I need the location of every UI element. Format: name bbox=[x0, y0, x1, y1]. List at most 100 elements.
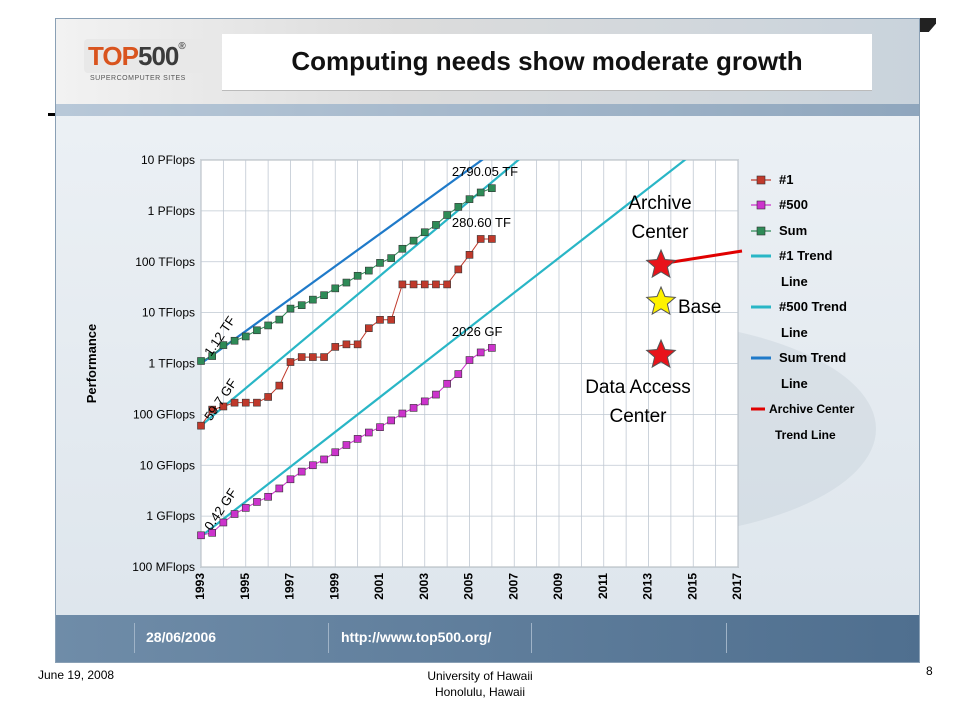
y-tick-label: 100 GFlops bbox=[133, 407, 195, 421]
series-sum-point bbox=[275, 315, 284, 324]
chart-legend: #1 #500 Sum #1 Trend Line #500 Trend Line Sum T… bbox=[751, 172, 855, 442]
chart-annotations: Archive Center Base Data Access Center bbox=[585, 193, 743, 427]
series-n1-point bbox=[465, 251, 474, 259]
series-sum-point bbox=[387, 254, 395, 262]
logo-wordmark: TOP500® bbox=[88, 41, 186, 72]
series-n500-point bbox=[342, 441, 351, 449]
series-n500-point bbox=[476, 348, 485, 357]
x-tick-label: 2017 bbox=[730, 573, 744, 600]
legend-label: Sum Trend bbox=[779, 350, 846, 365]
trend-line bbox=[201, 160, 484, 365]
series-sum-point bbox=[454, 203, 463, 211]
slide-date: June 19, 2008 bbox=[38, 668, 115, 682]
series-sum-point bbox=[297, 301, 306, 309]
y-tick-label: 1 GFlops bbox=[146, 509, 195, 523]
annotation-label: Archive bbox=[628, 193, 691, 214]
footer-band: 28/06/2006 http://www.top500.org/ bbox=[56, 615, 919, 662]
y-tick-label: 1 TFlops bbox=[149, 357, 195, 371]
top500-logo: TOP500® SUPERCOMPUTER SITES bbox=[84, 33, 214, 89]
header-stripe bbox=[56, 104, 919, 116]
series-n1-point bbox=[297, 353, 306, 361]
series-n500-point bbox=[208, 529, 216, 537]
series-n1-point bbox=[387, 316, 395, 324]
series-sum-point bbox=[476, 188, 485, 197]
page-number: 8 bbox=[926, 664, 933, 678]
series-n500-point bbox=[286, 475, 295, 484]
y-tick-label: 10 TFlops bbox=[142, 306, 195, 320]
data-label: 2790.05 TF bbox=[452, 164, 518, 179]
series-sum-point bbox=[376, 259, 384, 267]
footer-url-link[interactable]: http://www.top500.org/ bbox=[341, 629, 492, 645]
footer-separator bbox=[726, 623, 727, 653]
series-n1-point bbox=[420, 280, 429, 289]
series-n500-point bbox=[353, 435, 362, 443]
y-axis-ticks: 100 MFlops 1 GFlops 10 GFlops 100 GFlops 1 T… bbox=[132, 153, 195, 574]
x-tick-label: 1995 bbox=[238, 573, 252, 600]
series-n500-point bbox=[443, 379, 451, 388]
legend-swatch-marker bbox=[756, 200, 766, 210]
legend-swatch-marker bbox=[756, 226, 766, 236]
series-n500-point bbox=[454, 370, 463, 378]
series-n1-point bbox=[443, 280, 451, 289]
logo-reg-mark: ® bbox=[178, 41, 185, 52]
series-sum-point bbox=[409, 236, 418, 245]
x-tick-label: 2009 bbox=[551, 573, 565, 600]
logo-500-text: 500 bbox=[137, 41, 179, 71]
series-n500-point bbox=[197, 531, 205, 540]
series-sum-point bbox=[465, 195, 474, 203]
annotation-label: Center bbox=[631, 222, 689, 243]
series-sum-point bbox=[488, 184, 496, 193]
x-tick-label: 2013 bbox=[641, 573, 655, 600]
series-n1-point bbox=[219, 402, 228, 411]
affiliation-line: University of Hawaii bbox=[427, 669, 533, 683]
chart-series bbox=[197, 184, 496, 540]
legend-label: Line bbox=[781, 376, 808, 391]
series-n1-point bbox=[365, 324, 373, 333]
series-n1-point bbox=[253, 398, 261, 407]
title-box: Computing needs show moderate growth bbox=[222, 34, 872, 91]
series-sum-point bbox=[241, 332, 250, 341]
series-sum-point bbox=[253, 326, 261, 335]
series-sum-point bbox=[286, 304, 295, 313]
footer-separator bbox=[134, 623, 135, 653]
logo-subtitle: SUPERCOMPUTER SITES bbox=[90, 75, 186, 82]
y-tick-label: 1 PFlops bbox=[148, 204, 195, 218]
x-tick-label: 2011 bbox=[596, 573, 610, 599]
series-n500-point bbox=[241, 504, 250, 512]
performance-chart: 100 MFlops 1 GFlops 10 GFlops 100 GFlops 1 T… bbox=[84, 153, 855, 600]
slide-title: Computing needs show moderate growth bbox=[291, 46, 803, 76]
series-n1-point bbox=[241, 398, 250, 407]
series-n500-point bbox=[320, 455, 328, 464]
series-n500-point bbox=[376, 423, 384, 431]
series-sum-point bbox=[353, 271, 362, 280]
series-sum-point bbox=[331, 284, 340, 293]
legend-label: Line bbox=[781, 325, 808, 340]
series-n1-point bbox=[208, 405, 216, 414]
annotation-label: Center bbox=[609, 406, 667, 427]
footer-separator bbox=[531, 623, 532, 653]
series-n1-point bbox=[331, 343, 340, 351]
y-tick-label: 10 PFlops bbox=[141, 153, 195, 167]
series-sum-point bbox=[208, 352, 216, 360]
x-tick-label: 2015 bbox=[685, 573, 699, 600]
x-tick-label: 2003 bbox=[417, 573, 431, 600]
y-tick-label: 100 TFlops bbox=[135, 255, 195, 269]
series-n500-point bbox=[365, 428, 373, 437]
series-n1-point bbox=[230, 398, 239, 407]
series-sum-point bbox=[420, 228, 429, 237]
legend-label: Archive Center bbox=[769, 402, 855, 416]
corner-logo-mark bbox=[918, 18, 936, 32]
affiliation-line: Honolulu, Hawaii bbox=[434, 685, 526, 699]
trend-line bbox=[201, 160, 687, 538]
series-n1-point bbox=[342, 340, 351, 349]
series-n1-point bbox=[432, 280, 440, 289]
series-n500-point bbox=[264, 492, 272, 501]
series-n500-point bbox=[398, 409, 407, 418]
x-axis-ticks: 1993 1995 1997 1999 2001 2003 2005 2007 2009 2011… bbox=[193, 573, 744, 600]
series-n1-point bbox=[488, 235, 496, 243]
series-n1-point bbox=[476, 235, 485, 243]
series-n500-point bbox=[275, 484, 284, 493]
footer-separator bbox=[328, 623, 329, 653]
series-n500-point bbox=[309, 461, 317, 470]
series-n500-point bbox=[297, 467, 306, 476]
